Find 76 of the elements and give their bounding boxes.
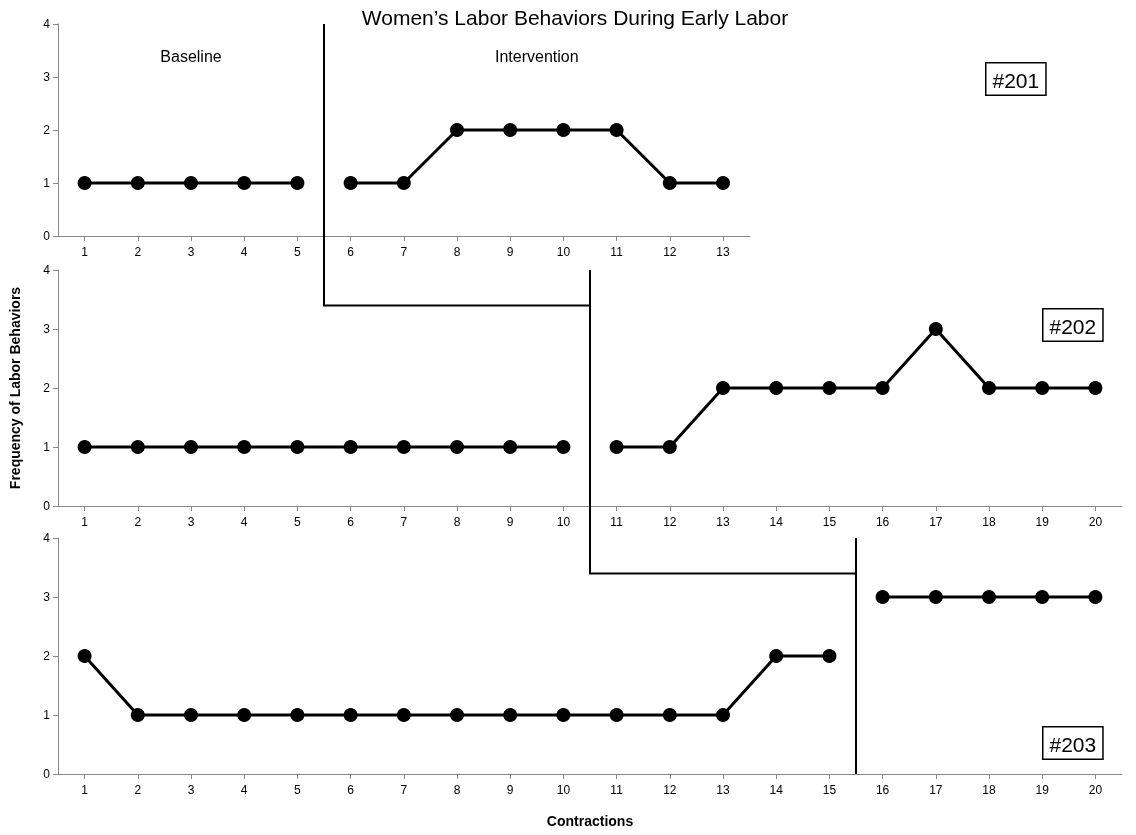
annotation: Intervention [495, 47, 579, 65]
x-tick-label: 18 [982, 515, 996, 529]
y-tick-label: 4 [43, 263, 51, 277]
x-tick-label: 13 [716, 515, 730, 529]
x-tick-label: 8 [453, 783, 461, 797]
x-tick-label: 5 [294, 515, 302, 529]
x-tick-label: 6 [347, 515, 355, 529]
x-axis-title: Contractions [546, 813, 634, 829]
x-tick-label: 6 [347, 245, 355, 259]
x-tick-label: 1 [81, 515, 89, 529]
x-tick-label: 14 [769, 783, 784, 797]
x-tick-label: 2 [134, 515, 142, 529]
text: #201 [992, 68, 1040, 92]
x-tick-label: 3 [187, 783, 195, 797]
x-tick-label: 19 [1035, 515, 1050, 529]
y-tick-label: 3 [43, 322, 51, 336]
x-tick-label: 16 [875, 515, 890, 529]
x-tick-label: 6 [347, 783, 355, 797]
annotation: #203 [1049, 732, 1097, 756]
x-tick-label: 18 [982, 783, 996, 797]
x-tick-label: 14 [769, 515, 784, 529]
x-tick-label: 4 [240, 245, 248, 259]
x-tick-label: 2 [134, 245, 142, 259]
x-tick-label: 8 [453, 515, 461, 529]
x-tick-label: 12 [663, 245, 677, 259]
x-tick-label: 7 [400, 783, 408, 797]
x-tick-label: 12 [663, 515, 677, 529]
x-tick-label: 11 [610, 783, 624, 797]
y-tick-label: 1 [43, 176, 51, 190]
x-tick-label: 11 [610, 515, 624, 529]
x-tick-label: 3 [187, 515, 195, 529]
x-tick-label: 4 [240, 515, 248, 529]
y-tick-label: 2 [43, 381, 51, 395]
x-tick-label: 10 [556, 783, 571, 797]
y-tick-label: 2 [43, 123, 51, 137]
y-tick-label: 0 [43, 499, 51, 513]
x-tick-label: 10 [556, 245, 571, 259]
x-tick-label: 9 [506, 515, 514, 529]
x-tick-label: 5 [294, 245, 302, 259]
y-tick-label: 0 [43, 229, 51, 243]
y-tick-label: 4 [43, 17, 51, 31]
x-tick-label: 10 [556, 515, 571, 529]
x-tick-label: 19 [1035, 783, 1050, 797]
chart-title: Women’s Labor Behaviors During Early Labor [361, 6, 789, 29]
x-tick-label: 11 [610, 245, 624, 259]
x-tick-label: 2 [134, 783, 142, 797]
x-tick-label: 20 [1088, 515, 1103, 529]
y-tick-label: 0 [43, 767, 51, 781]
x-tick-label: 15 [822, 783, 837, 797]
x-tick-label: 3 [187, 245, 195, 259]
x-tick-label: 9 [506, 783, 514, 797]
x-tick-label: 13 [716, 245, 730, 259]
y-axis-title: Frequency of Labor Behaviors [7, 286, 23, 490]
x-tick-label: 1 [81, 783, 89, 797]
x-tick-label: 12 [663, 783, 677, 797]
x-tick-label: 17 [929, 783, 943, 797]
x-tick-label: 13 [716, 783, 730, 797]
x-tick-label: 8 [453, 245, 461, 259]
y-tick-label: 1 [43, 708, 51, 722]
x-tick-label: 20 [1088, 783, 1103, 797]
annotation: Baseline [160, 47, 222, 65]
x-tick-label: 4 [240, 783, 248, 797]
x-tick-label: 7 [400, 515, 408, 529]
x-tick-label: 9 [506, 245, 514, 259]
x-tick-label: 16 [875, 783, 890, 797]
y-tick-label: 1 [43, 440, 51, 454]
annotation: #202 [1049, 314, 1097, 338]
x-tick-label: 15 [822, 515, 837, 529]
x-tick-label: 7 [400, 245, 408, 259]
y-tick-label: 4 [43, 531, 51, 545]
x-tick-label: 1 [81, 245, 89, 259]
y-tick-label: 2 [43, 649, 51, 663]
y-tick-label: 3 [43, 590, 51, 604]
x-tick-label: 5 [294, 783, 302, 797]
y-tick-label: 3 [43, 70, 51, 84]
x-tick-label: 17 [929, 515, 943, 529]
